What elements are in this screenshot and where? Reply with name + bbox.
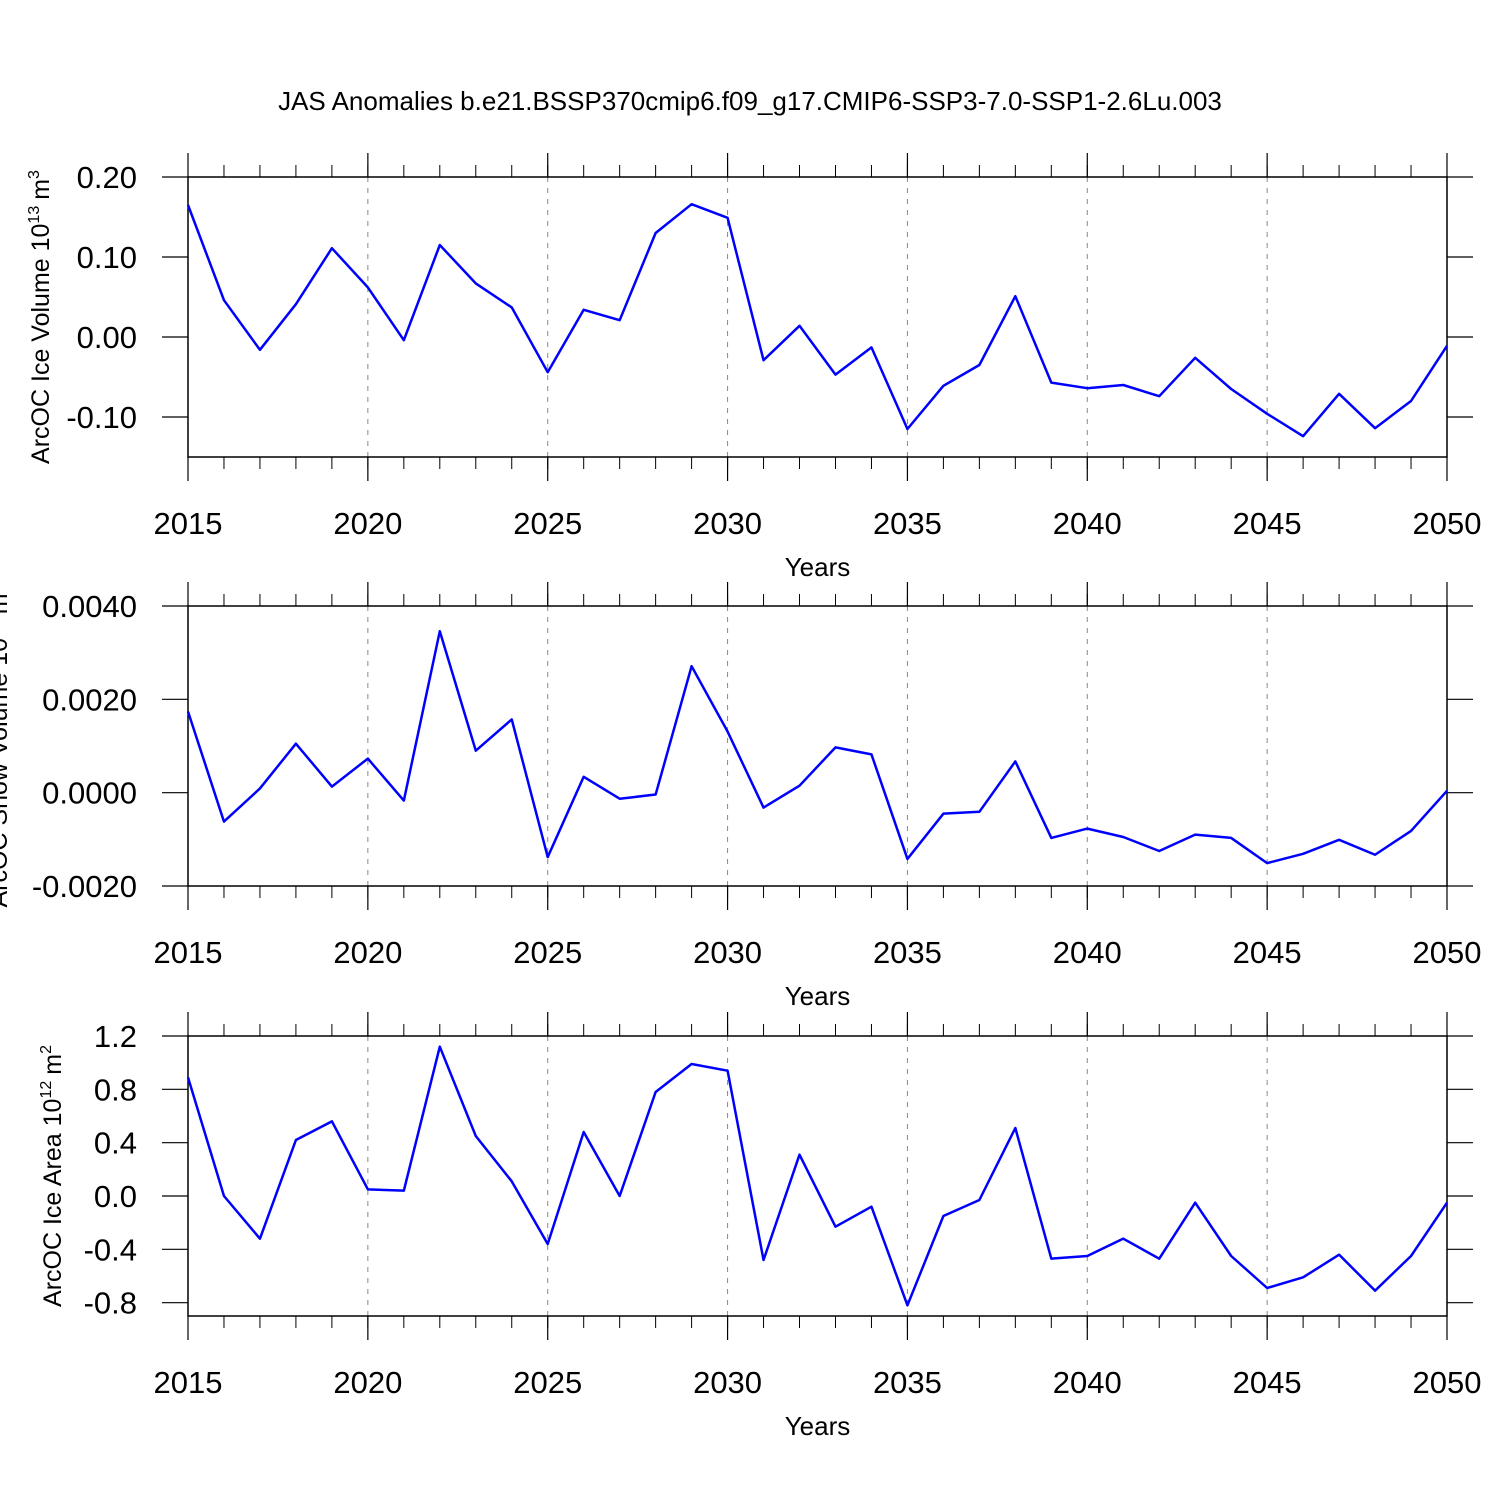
y-label-text: ArcOC Snow Volume 10 — [0, 638, 13, 908]
y-label-unit-exponent: 2 — [38, 1045, 55, 1054]
y-label-exponent: 13 — [0, 620, 1, 638]
plot-frame — [187, 176, 1448, 458]
x-tick-label: 2050 — [1413, 506, 1482, 541]
x-axis-label: Years — [785, 552, 851, 582]
y-tick-label: 0.00 — [77, 320, 137, 355]
x-tick-label: 2040 — [1053, 1365, 1122, 1400]
x-tick-label: 2015 — [154, 1365, 223, 1400]
x-tick-label: 2020 — [333, 506, 402, 541]
y-tick-label: -0.4 — [84, 1232, 137, 1267]
y-tick-label: 1.2 — [94, 1019, 137, 1054]
x-tick-label: 2050 — [1413, 935, 1482, 970]
data-line — [186, 1045, 1449, 1307]
y-label-unit: m — [0, 593, 13, 614]
x-tick-label: 2045 — [1233, 935, 1302, 970]
x-tick-label: 2025 — [513, 1365, 582, 1400]
x-tick-label: 2045 — [1233, 506, 1302, 541]
x-axis-label: Years — [785, 981, 851, 1011]
y-label-unit-exponent: 3 — [26, 170, 43, 179]
y-tick-label: 0.0040 — [42, 589, 137, 624]
x-tick-label: 2025 — [513, 506, 582, 541]
x-tick-label: 2050 — [1413, 1365, 1482, 1400]
x-tick-label: 2035 — [873, 506, 942, 541]
x-axis-label: Years — [785, 1411, 851, 1441]
data-line — [186, 629, 1448, 865]
y-tick-label: 0.0000 — [42, 776, 137, 811]
x-tick-label: 2015 — [154, 935, 223, 970]
y-axis-label: ArcOC Snow Volume 1013 m3 — [0, 584, 13, 907]
y-tick-label: 0.8 — [94, 1072, 137, 1107]
y-label-exponent: 12 — [38, 1081, 55, 1099]
y-tick-label: 0.0020 — [42, 682, 137, 717]
y-tick-label: -0.0020 — [32, 869, 137, 904]
x-tick-label: 2040 — [1053, 506, 1122, 541]
data-line — [186, 202, 1449, 438]
x-tick-label: 2015 — [154, 506, 223, 541]
y-label-exponent: 13 — [26, 206, 43, 224]
y-tick-label: -0.8 — [84, 1286, 137, 1321]
y-axis-label: ArcOC Ice Area 1012 m2 — [38, 1045, 67, 1307]
x-tick-label: 2035 — [873, 1365, 942, 1400]
y-label-unit: m — [27, 179, 55, 200]
x-tick-label: 2040 — [1053, 935, 1122, 970]
x-tick-label: 2035 — [873, 935, 942, 970]
x-tick-label: 2020 — [333, 1365, 402, 1400]
x-tick-label: 2045 — [1233, 1365, 1302, 1400]
x-tick-label: 2020 — [333, 935, 402, 970]
plot-frame — [187, 605, 1448, 887]
y-tick-label: 0.0 — [94, 1179, 137, 1214]
x-tick-label: 2025 — [513, 935, 582, 970]
y-axis-label: ArcOC Ice Volume 1013 m3 — [26, 170, 55, 464]
chart-title: JAS Anomalies b.e21.BSSP370cmip6.f09_g17… — [278, 86, 1222, 116]
y-tick-label: 0.4 — [94, 1126, 137, 1161]
x-tick-label: 2030 — [693, 506, 762, 541]
y-label-text: ArcOC Ice Volume 10 — [27, 224, 55, 464]
plot-frame — [187, 1035, 1448, 1317]
x-tick-label: 2030 — [693, 935, 762, 970]
y-tick-label: 0.20 — [77, 160, 137, 195]
y-label-text: ArcOC Ice Area 10 — [39, 1099, 67, 1307]
y-tick-label: 0.10 — [77, 240, 137, 275]
x-tick-label: 2030 — [693, 1365, 762, 1400]
y-tick-label: -0.10 — [66, 400, 137, 435]
y-label-unit: m — [39, 1054, 67, 1075]
y-label-unit-exponent: 3 — [0, 584, 1, 593]
